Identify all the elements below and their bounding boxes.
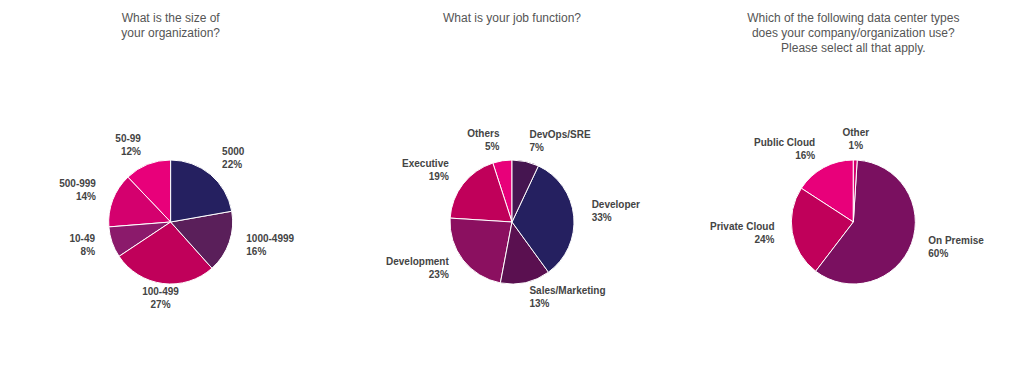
title-line: What is the size of bbox=[122, 11, 221, 25]
slice-category: On Premise bbox=[928, 235, 984, 246]
slice-value: 24% bbox=[754, 234, 774, 245]
slice-label: Others 5% bbox=[467, 128, 500, 152]
slices bbox=[450, 160, 574, 284]
slice-label: Public Cloud 16% bbox=[754, 137, 815, 161]
slice-category: 5000 bbox=[222, 146, 245, 157]
slice-label: 10-49 8% bbox=[69, 233, 95, 257]
slice-value: 7% bbox=[529, 142, 544, 153]
slice-value: 16% bbox=[246, 246, 266, 257]
slice-category: Others bbox=[467, 128, 500, 139]
slice-label: Developer 33% bbox=[592, 199, 640, 223]
slice-value: 19% bbox=[429, 171, 449, 182]
slice-category: 100-499 bbox=[142, 286, 179, 297]
title-line: Which of the following data center types bbox=[747, 11, 959, 25]
slice-value: 22% bbox=[222, 159, 242, 170]
slice-value: 12% bbox=[121, 146, 141, 157]
pie-slice bbox=[512, 160, 538, 222]
slice-category: Private Cloud bbox=[710, 221, 774, 232]
slice-label: 500-999 14% bbox=[59, 178, 96, 202]
title-line: Please select all that apply. bbox=[781, 41, 926, 55]
slice-category: 50-99 bbox=[115, 133, 141, 144]
slice-value: 8% bbox=[81, 246, 96, 257]
slice-category: 1000-4999 bbox=[246, 233, 294, 244]
slices bbox=[791, 160, 915, 284]
pie-panel: Which of the following data center types… bbox=[710, 11, 984, 284]
slice-label: Private Cloud 24% bbox=[710, 221, 775, 245]
pie-panel: What is your job function? Others 5% Execut… bbox=[386, 11, 640, 309]
slice-category: DevOps/SRE bbox=[529, 129, 590, 140]
slice-label: On Premise 60% bbox=[928, 235, 984, 259]
slice-label: 5000 22% bbox=[222, 146, 245, 170]
pie-slice bbox=[853, 160, 857, 222]
slice-label: 1000-4999 16% bbox=[246, 233, 294, 257]
title-line: What is your job function? bbox=[443, 11, 581, 25]
data-labels: Others 5% Executive 19% Development 23% Sales/… bbox=[386, 128, 640, 309]
title-line: does your company/organization use? bbox=[752, 26, 955, 40]
slice-value: 60% bbox=[928, 248, 948, 259]
slice-value: 13% bbox=[529, 298, 549, 309]
slices bbox=[109, 160, 233, 284]
chart-title: What is your job function? bbox=[443, 11, 581, 25]
slice-category: Executive bbox=[402, 158, 449, 169]
slice-label: 100-499 27% bbox=[142, 286, 179, 310]
slice-category: Development bbox=[386, 256, 449, 267]
slice-value: 5% bbox=[485, 141, 500, 152]
chart-title: What is the size ofyour organization? bbox=[121, 11, 220, 40]
title-line: your organization? bbox=[121, 26, 220, 40]
data-labels: 50-99 12% 500-999 14% 10-49 8% 100-499 27% 1000-… bbox=[59, 133, 294, 311]
slice-value: 33% bbox=[592, 212, 612, 223]
slice-value: 1% bbox=[849, 140, 864, 151]
pie-slice bbox=[816, 160, 916, 284]
slice-value: 16% bbox=[795, 150, 815, 161]
pie-panel: What is the size ofyour organization? 50-… bbox=[59, 11, 294, 310]
slice-category: Sales/Marketing bbox=[529, 285, 605, 296]
slice-category: Developer bbox=[592, 199, 640, 210]
slice-category: Public Cloud bbox=[754, 137, 815, 148]
slice-value: 23% bbox=[429, 269, 449, 280]
slice-value: 14% bbox=[76, 191, 96, 202]
chart-title: Which of the following data center types… bbox=[747, 11, 959, 55]
slice-label: 50-99 12% bbox=[115, 133, 141, 157]
data-labels: Public Cloud 16% Private Cloud 24% On Premis… bbox=[710, 127, 984, 259]
pie-slice bbox=[109, 177, 171, 227]
slice-value: 27% bbox=[151, 299, 171, 310]
slice-category: Other bbox=[842, 127, 869, 138]
slice-label: Other 1% bbox=[842, 127, 869, 151]
slice-label: Sales/Marketing 13% bbox=[529, 285, 605, 309]
slice-category: 10-49 bbox=[69, 233, 95, 244]
slice-label: Executive 19% bbox=[402, 158, 449, 182]
pie-slice bbox=[450, 163, 512, 222]
slice-category: 500-999 bbox=[59, 178, 96, 189]
chart-canvas: What is the size ofyour organization? 50-… bbox=[0, 0, 1024, 390]
slice-label: DevOps/SRE 7% bbox=[529, 129, 590, 153]
slice-label: Development 23% bbox=[386, 256, 449, 280]
